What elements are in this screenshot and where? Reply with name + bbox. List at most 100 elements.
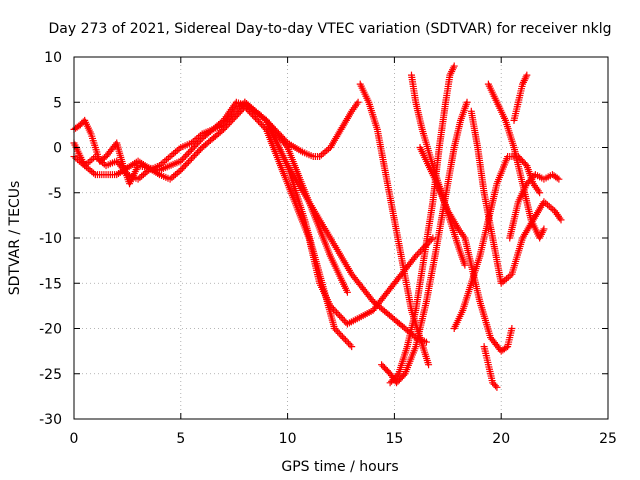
data-point-marker bbox=[183, 151, 191, 159]
series-arc-6 bbox=[356, 80, 433, 369]
data-point-marker bbox=[412, 252, 420, 260]
data-point-marker bbox=[346, 341, 354, 349]
data-point-marker bbox=[277, 133, 285, 141]
series-arc-12 bbox=[467, 107, 565, 287]
data-point-marker bbox=[195, 147, 203, 155]
data-point-marker bbox=[274, 129, 282, 137]
series-arc-16 bbox=[510, 71, 531, 124]
data-point-marker bbox=[425, 361, 433, 369]
y-tick-labels: -30 -25 -20 -15 -10 -5 0 5 10 bbox=[39, 50, 62, 428]
series-arc-13 bbox=[484, 80, 548, 242]
data-point-marker bbox=[177, 166, 185, 174]
series-arc-3 bbox=[70, 103, 437, 328]
data-point-marker bbox=[184, 158, 192, 166]
series-arc-4 bbox=[262, 98, 362, 161]
data-point-marker bbox=[337, 313, 345, 321]
data-point-marker bbox=[232, 112, 240, 120]
data-point-marker bbox=[252, 114, 260, 122]
data-point-marker bbox=[187, 146, 195, 154]
data-point-marker bbox=[492, 382, 500, 390]
data-point-marker bbox=[336, 312, 344, 320]
data-point-marker bbox=[192, 150, 200, 158]
data-point-marker bbox=[178, 155, 186, 163]
data-point-marker bbox=[521, 160, 529, 168]
data-point-marker bbox=[230, 114, 238, 122]
chart-title: Day 273 of 2021, Sidereal Day-to-day VTE… bbox=[49, 21, 612, 37]
data-point-marker bbox=[178, 165, 186, 173]
data-point-marker bbox=[338, 333, 346, 341]
x-tick-label: 25 bbox=[599, 431, 617, 447]
data-point-marker bbox=[197, 145, 205, 153]
data-point-marker bbox=[276, 131, 284, 139]
data-point-marker bbox=[181, 152, 189, 160]
data-point-marker bbox=[354, 98, 362, 106]
y-tick-label: 10 bbox=[44, 50, 62, 66]
data-point-marker bbox=[555, 175, 563, 183]
data-point-marker bbox=[258, 121, 266, 129]
y-tick-label: -10 bbox=[39, 231, 62, 247]
data-point-marker bbox=[233, 111, 241, 119]
data-point-marker bbox=[343, 288, 351, 296]
data-point-marker bbox=[223, 122, 231, 130]
data-point-marker bbox=[400, 371, 408, 379]
data-point-marker bbox=[523, 71, 531, 79]
data-point-marker bbox=[235, 109, 243, 117]
data-point-marker bbox=[253, 116, 261, 124]
x-tick-label: 10 bbox=[279, 431, 297, 447]
data-point-marker bbox=[335, 329, 343, 337]
data-points bbox=[70, 62, 565, 391]
data-point-marker bbox=[180, 154, 188, 162]
data-point-marker bbox=[238, 106, 246, 114]
data-point-marker bbox=[329, 305, 337, 313]
y-axis-label: SDTVAR / TECUs bbox=[7, 181, 23, 296]
x-tick-label: 20 bbox=[492, 431, 510, 447]
data-point-marker bbox=[331, 325, 339, 332]
series-arc-1 bbox=[70, 98, 351, 296]
y-tick-label: -5 bbox=[48, 186, 62, 202]
data-point-marker bbox=[220, 125, 228, 133]
data-point-marker bbox=[333, 308, 341, 316]
series-arc-10 bbox=[416, 144, 516, 355]
data-point-marker bbox=[186, 147, 194, 155]
data-point-marker bbox=[250, 112, 258, 120]
data-point-marker bbox=[186, 156, 194, 164]
data-point-marker bbox=[227, 117, 235, 125]
data-point-marker bbox=[183, 160, 191, 168]
data-point-marker bbox=[332, 326, 340, 334]
data-point-marker bbox=[345, 339, 353, 347]
tick-marks bbox=[73, 56, 609, 420]
data-point-marker bbox=[340, 317, 348, 325]
series-arc-9 bbox=[407, 71, 469, 269]
data-point-marker bbox=[393, 371, 401, 379]
data-point-marker bbox=[255, 117, 263, 125]
data-point-marker bbox=[461, 261, 469, 269]
data-point-marker bbox=[450, 62, 458, 70]
series-arc-5 bbox=[241, 98, 430, 346]
y-tick-label: -15 bbox=[39, 276, 62, 292]
series-arc-15 bbox=[506, 171, 563, 242]
x-tick-label: 0 bbox=[70, 431, 79, 447]
x-axis-label: GPS time / hours bbox=[281, 459, 398, 475]
data-point-marker bbox=[334, 310, 342, 318]
data-point-marker bbox=[221, 124, 229, 132]
data-point-marker bbox=[191, 152, 199, 160]
data-point-marker bbox=[557, 216, 565, 224]
data-point-marker bbox=[181, 161, 189, 169]
data-point-marker bbox=[187, 155, 195, 163]
data-point-marker bbox=[540, 225, 548, 233]
data-point-marker bbox=[236, 108, 244, 116]
data-point-marker bbox=[341, 336, 349, 344]
data-point-marker bbox=[331, 307, 339, 315]
data-point-marker bbox=[184, 149, 192, 157]
data-point-marker bbox=[348, 343, 356, 351]
y-tick-label: 5 bbox=[53, 95, 62, 111]
data-point-marker bbox=[194, 148, 202, 156]
data-point-marker bbox=[340, 334, 348, 342]
data-point-marker bbox=[218, 127, 226, 135]
data-point-marker bbox=[415, 249, 423, 257]
data-point-marker bbox=[493, 383, 501, 391]
x-tick-label: 15 bbox=[385, 431, 403, 447]
data-point-marker bbox=[226, 119, 234, 127]
series-arc-14 bbox=[480, 343, 501, 391]
data-point-marker bbox=[427, 236, 435, 244]
